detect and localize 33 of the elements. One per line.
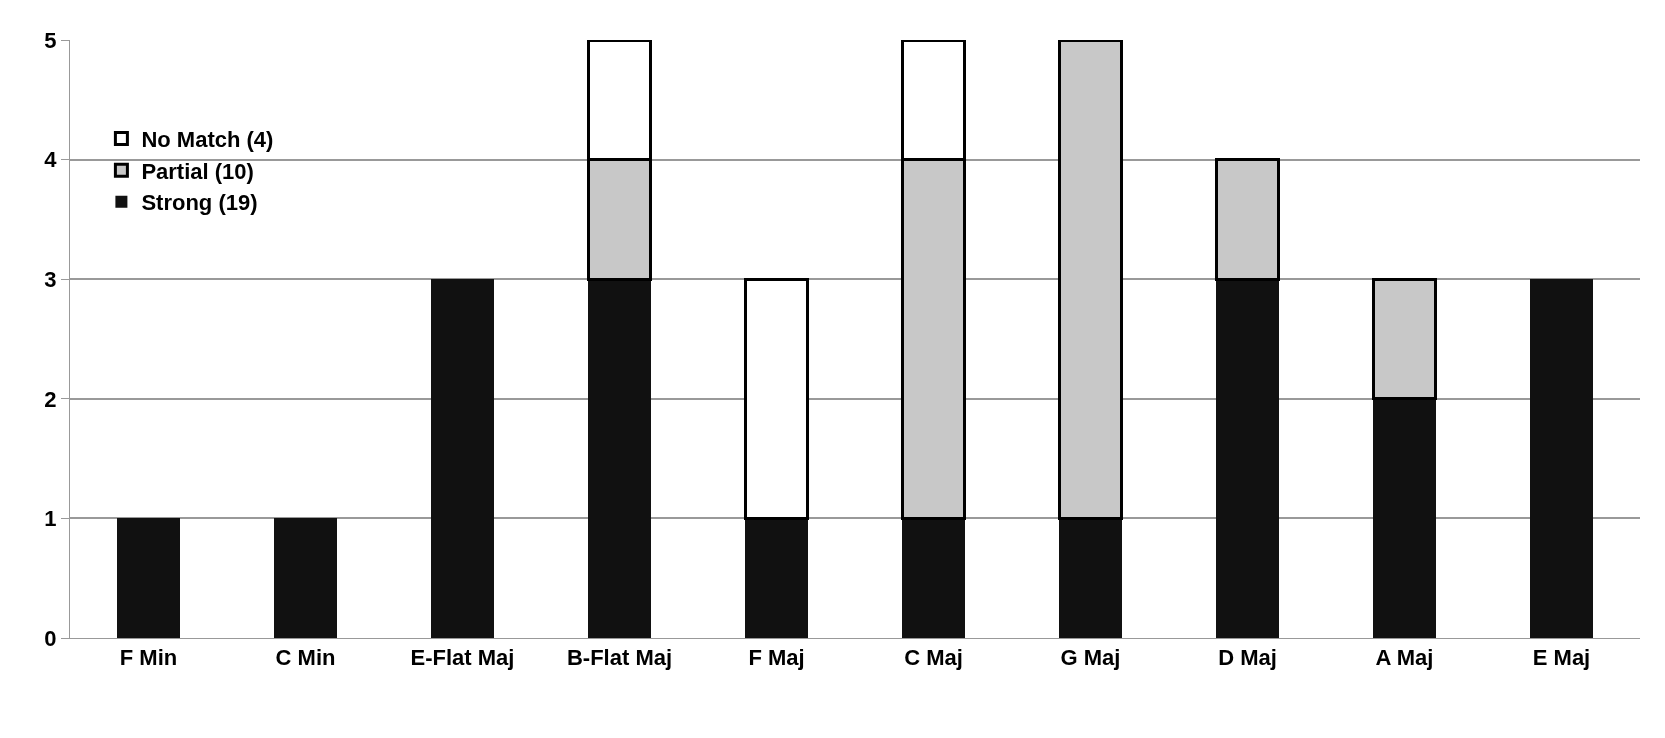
x-tick-label: F Min (119, 645, 178, 671)
x-tick-label: E-Flat Maj (410, 645, 515, 671)
bar (1371, 277, 1438, 401)
y-tick-label: 5 (44, 27, 57, 53)
x-tick-label: B-Flat Maj (566, 645, 673, 671)
x-tick-label: F Maj (748, 645, 805, 671)
bar (588, 279, 651, 638)
bar (743, 277, 810, 520)
legend-label: Partial (10) (141, 158, 254, 184)
bar (1214, 158, 1281, 281)
y-tick-label: 2 (44, 386, 57, 412)
bar (1530, 279, 1593, 638)
x-tick-label: G Maj (1060, 645, 1121, 671)
y-tick-label: 1 (44, 506, 57, 532)
bar (1059, 518, 1122, 638)
bar (117, 518, 180, 638)
legend-label: No Match (4) (141, 127, 274, 153)
x-tick-label: D Maj (1218, 645, 1277, 671)
x-tick-label: E Maj (1532, 645, 1591, 671)
y-tick-label: 3 (44, 266, 57, 292)
bar (1216, 279, 1279, 638)
x-tick-label: C Maj (904, 645, 963, 671)
bar (274, 518, 337, 638)
bar (431, 279, 494, 638)
bar (1057, 40, 1124, 520)
legend-label: Strong (19) (141, 190, 258, 216)
x-tick-label: C Min (275, 645, 336, 671)
bar (745, 518, 808, 638)
y-tick-label: 0 (44, 625, 57, 651)
x-tick-label: A Maj (1375, 645, 1434, 671)
bar (1373, 398, 1436, 638)
y-tick-label: 4 (44, 147, 58, 173)
bar (902, 518, 965, 638)
